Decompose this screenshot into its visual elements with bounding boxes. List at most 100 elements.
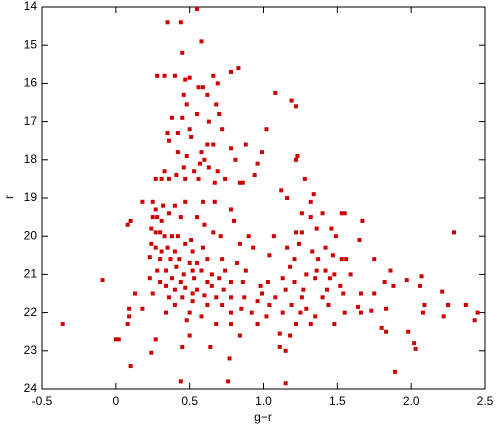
point (166, 295, 171, 300)
point (158, 230, 163, 235)
y-axis-label: r (2, 195, 16, 199)
point (251, 245, 256, 250)
point (150, 199, 155, 204)
point (356, 304, 361, 309)
point (187, 127, 192, 132)
point (195, 6, 200, 11)
point (302, 176, 307, 181)
point (164, 310, 169, 315)
point (277, 331, 282, 336)
point (181, 165, 186, 170)
point (164, 283, 169, 288)
point (133, 291, 138, 296)
point (153, 337, 158, 342)
point (313, 276, 318, 281)
point (229, 280, 234, 285)
point (205, 142, 210, 147)
point (298, 310, 303, 315)
point (293, 157, 298, 162)
point (214, 295, 219, 300)
y-tick-label: 14 (24, 0, 38, 13)
point (463, 302, 468, 307)
point (190, 291, 195, 296)
point (369, 308, 374, 313)
point (178, 379, 183, 384)
point (308, 199, 313, 204)
point (166, 176, 171, 181)
point (231, 218, 236, 223)
point (159, 249, 164, 254)
point (311, 192, 316, 197)
point (304, 272, 309, 277)
point (149, 241, 154, 246)
point (212, 199, 217, 204)
point (338, 283, 343, 288)
point (292, 257, 297, 262)
point (128, 218, 133, 223)
point (252, 173, 257, 178)
x-tick-label: 1.0 (255, 394, 272, 408)
point (180, 50, 185, 55)
point (258, 283, 263, 288)
point (159, 176, 164, 181)
point (174, 264, 179, 269)
point (169, 276, 174, 281)
point (153, 245, 158, 250)
point (422, 302, 427, 307)
point (162, 234, 167, 239)
point (451, 230, 456, 235)
point (234, 260, 239, 265)
point (280, 276, 285, 281)
point (406, 329, 411, 334)
point (172, 249, 177, 254)
point (199, 39, 204, 44)
point (199, 314, 204, 319)
point (165, 131, 170, 136)
point (279, 188, 284, 193)
x-tick-label: 2.5 (477, 394, 494, 408)
point (149, 226, 154, 231)
point (127, 306, 132, 311)
point (255, 322, 260, 327)
point (205, 280, 210, 285)
point (314, 226, 319, 231)
point (267, 302, 272, 307)
point (200, 245, 205, 250)
point (212, 180, 217, 185)
point (60, 322, 65, 327)
point (229, 295, 234, 300)
plot-frame (41, 6, 486, 390)
point (348, 272, 353, 277)
x-tick-label: 0 (112, 394, 119, 408)
point (326, 302, 331, 307)
point (391, 283, 396, 288)
point (187, 333, 192, 338)
point (413, 346, 418, 351)
point (316, 257, 321, 262)
point (187, 75, 192, 80)
point (308, 322, 313, 327)
point (239, 306, 244, 311)
point (190, 268, 195, 273)
point (200, 199, 205, 204)
point (229, 322, 234, 327)
point (327, 276, 332, 281)
point (199, 150, 204, 155)
point (310, 249, 315, 254)
point (181, 92, 186, 97)
x-tick-label: 2.0 (403, 394, 420, 408)
x-tick-label: 1.5 (329, 394, 346, 408)
point (150, 291, 155, 296)
y-tick-label: 23 (24, 343, 38, 357)
point (283, 348, 288, 353)
point (229, 146, 234, 151)
point (205, 302, 210, 307)
point (384, 306, 389, 311)
point (211, 142, 216, 147)
point (299, 211, 304, 216)
point (249, 310, 254, 315)
point (211, 230, 216, 235)
point (220, 302, 225, 307)
point (382, 280, 387, 285)
point (169, 115, 174, 120)
